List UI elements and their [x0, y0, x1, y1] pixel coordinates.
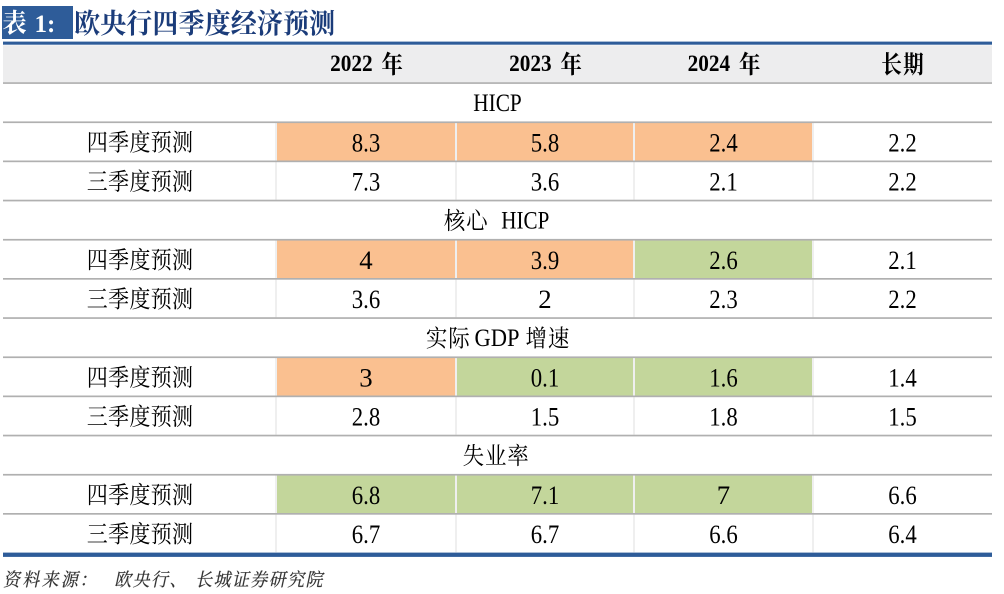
- svg-text:2.1: 2.1: [709, 167, 738, 197]
- svg-text:1.6: 1.6: [709, 362, 738, 392]
- svg-text:6.6: 6.6: [709, 519, 738, 549]
- svg-text:6.7: 6.7: [352, 519, 381, 549]
- svg-text:3.6: 3.6: [531, 167, 560, 197]
- svg-text:2.1: 2.1: [888, 245, 917, 275]
- svg-text:7: 7: [717, 480, 730, 510]
- svg-text:1.4: 1.4: [888, 362, 917, 392]
- svg-text:2.3: 2.3: [709, 284, 738, 314]
- svg-text:2.4: 2.4: [709, 127, 738, 157]
- svg-text:2023: 2023: [509, 51, 552, 77]
- svg-text:0.1: 0.1: [531, 362, 560, 392]
- svg-text:3.6: 3.6: [352, 284, 381, 314]
- svg-text:7.3: 7.3: [352, 167, 381, 197]
- svg-text:1.5: 1.5: [531, 402, 560, 432]
- svg-text:6.4: 6.4: [888, 519, 917, 549]
- svg-text:4: 4: [359, 245, 372, 275]
- svg-text:2022: 2022: [330, 51, 373, 77]
- svg-text:3: 3: [359, 362, 372, 392]
- svg-text:1.5: 1.5: [888, 402, 917, 432]
- svg-text:GDP: GDP: [475, 323, 520, 352]
- svg-text:1:: 1:: [35, 11, 56, 38]
- svg-text:HICP: HICP: [501, 205, 549, 234]
- svg-text:6.7: 6.7: [531, 519, 560, 549]
- svg-text:5.8: 5.8: [531, 127, 560, 157]
- svg-text:2.8: 2.8: [352, 402, 381, 432]
- svg-text:3.9: 3.9: [531, 245, 560, 275]
- svg-text:HICP: HICP: [473, 88, 522, 117]
- svg-text:2: 2: [538, 284, 551, 314]
- svg-text:2.2: 2.2: [888, 284, 917, 314]
- svg-text:2024: 2024: [688, 51, 731, 77]
- svg-text:2.2: 2.2: [888, 127, 917, 157]
- svg-text:8.3: 8.3: [352, 127, 381, 157]
- svg-text:2.6: 2.6: [709, 245, 738, 275]
- svg-text:7.1: 7.1: [531, 480, 560, 510]
- svg-text:2.2: 2.2: [888, 167, 917, 197]
- svg-text:6.8: 6.8: [352, 480, 381, 510]
- svg-text:6.6: 6.6: [888, 480, 917, 510]
- svg-text:1.8: 1.8: [709, 402, 738, 432]
